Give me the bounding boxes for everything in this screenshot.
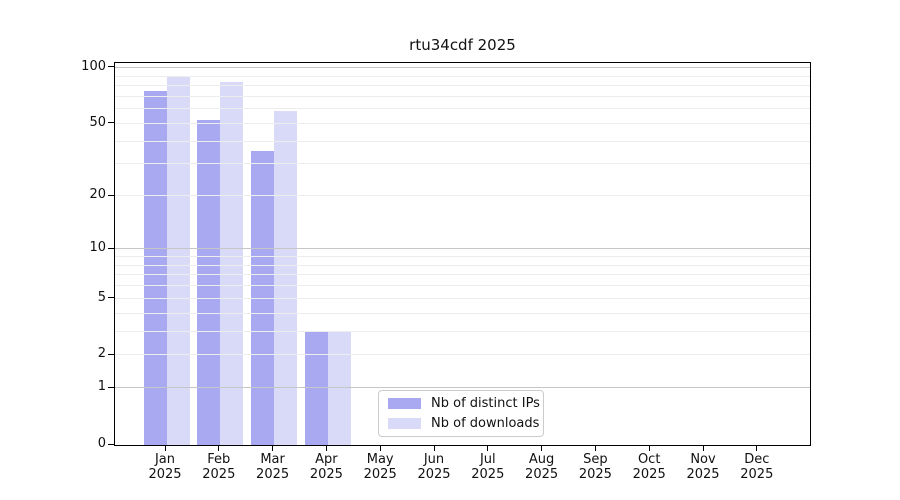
x-tick-label: Sep 2025 [563, 452, 627, 482]
gridline-minor [115, 264, 810, 266]
x-tick-label: Jul 2025 [456, 452, 520, 482]
month-label: Jan [154, 452, 176, 467]
x-tick-mark [648, 446, 650, 451]
year-label: 2025 [202, 467, 236, 482]
y-tick-label: 1 [97, 379, 106, 395]
gridline-major [115, 248, 810, 250]
x-tick-label: Jan 2025 [133, 452, 197, 482]
gridline-minor [115, 95, 810, 97]
year-label: 2025 [148, 467, 182, 482]
month-label: Dec [744, 452, 770, 467]
x-tick-label: May 2025 [348, 452, 412, 482]
y-tick-mark [108, 122, 114, 124]
month-label: Apr [315, 452, 338, 467]
month-label: Sep [583, 452, 608, 467]
gridline-minor [115, 163, 810, 165]
month-label: Feb [207, 452, 231, 467]
x-tick-label: Jun 2025 [402, 452, 466, 482]
bar-nb-of-downloads-mar [274, 110, 298, 445]
month-label: Aug [528, 452, 555, 467]
plot-area [114, 62, 811, 446]
x-tick-label: Feb 2025 [187, 452, 251, 482]
y-tick-label: 2 [97, 346, 106, 362]
legend-item-nb-of-downloads: Nb of downloads [388, 416, 539, 433]
y-tick-mark [108, 386, 114, 388]
y-tick-mark [108, 443, 114, 445]
year-label: 2025 [525, 467, 559, 482]
month-label: May [366, 452, 394, 467]
year-label: 2025 [256, 467, 290, 482]
year-label: 2025 [363, 467, 397, 482]
year-label: 2025 [740, 467, 774, 482]
bar-nb-of-downloads-feb [220, 82, 244, 445]
y-tick-label: 0 [97, 436, 106, 451]
legend-item-nb-of-distinct-ips: Nb of distinct IPs [388, 395, 540, 412]
gridline-minor [115, 312, 810, 314]
bar-nb-of-downloads-jan [166, 77, 190, 445]
chart-title: rtu34cdf 2025 [409, 36, 516, 54]
gridline-major [115, 387, 810, 389]
y-tick-label: 50 [89, 114, 106, 130]
x-tick-label: Nov 2025 [671, 452, 735, 482]
x-tick-label: Mar 2025 [241, 452, 305, 482]
y-tick-mark [108, 247, 114, 249]
x-tick-label: Aug 2025 [510, 452, 574, 482]
gridline-minor [115, 85, 810, 86]
y-tick-mark [108, 66, 114, 68]
gridline-minor [115, 330, 810, 332]
month-label: Jun [423, 452, 445, 467]
y-tick-mark [108, 353, 114, 355]
gridline-major [115, 66, 810, 68]
gridline-minor [115, 354, 810, 356]
year-label: 2025 [578, 467, 612, 482]
month-label: Nov [690, 452, 716, 467]
year-label: 2025 [309, 467, 343, 482]
gridline-minor [115, 195, 810, 197]
legend-label: Nb of distinct IPs [431, 395, 540, 411]
gridline-minor [115, 285, 810, 287]
gridline-minor [115, 122, 810, 124]
x-tick-mark [325, 446, 327, 451]
x-tick-label: Oct 2025 [617, 452, 681, 482]
gridline-minor [115, 140, 810, 142]
gridline-minor [115, 75, 810, 77]
year-label: 2025 [632, 467, 666, 482]
legend: Nb of distinct IPs Nb of downloads [378, 390, 544, 437]
x-tick-mark [594, 446, 596, 451]
y-tick-mark [108, 297, 114, 299]
year-label: 2025 [471, 467, 505, 482]
gridline-minor [115, 297, 810, 299]
x-tick-mark [272, 446, 274, 451]
x-tick-label: Dec 2025 [725, 452, 789, 482]
x-tick-mark [379, 446, 381, 451]
x-tick-label: Apr 2025 [294, 452, 358, 482]
x-tick-mark [218, 446, 220, 451]
month-label: Jul [479, 452, 496, 467]
x-tick-mark [164, 446, 166, 451]
month-label: Mar [260, 452, 285, 467]
y-tick-mark [108, 194, 114, 196]
x-tick-mark [702, 446, 704, 451]
legend-swatch-nb-of-distinct-ips [388, 397, 421, 409]
gridline-minor [115, 255, 810, 257]
y-tick-label: 20 [89, 187, 106, 203]
gridline-minor [115, 274, 810, 276]
year-label: 2025 [417, 467, 451, 482]
y-tick-label: 10 [89, 240, 106, 256]
x-tick-mark [433, 446, 435, 451]
year-label: 2025 [686, 467, 720, 482]
bar-nb-of-distinct-ips-feb [197, 119, 221, 445]
y-tick-label: 100 [81, 58, 106, 74]
legend-swatch-nb-of-downloads [388, 418, 421, 430]
y-tick-label: 5 [97, 289, 106, 305]
x-tick-mark [756, 446, 758, 451]
x-tick-mark [487, 446, 489, 451]
legend-label: Nb of downloads [431, 416, 540, 432]
gridline-minor [115, 108, 810, 110]
x-tick-mark [541, 446, 543, 451]
month-label: Oct [637, 452, 661, 467]
bar-nb-of-distinct-ips-jan [143, 91, 167, 445]
